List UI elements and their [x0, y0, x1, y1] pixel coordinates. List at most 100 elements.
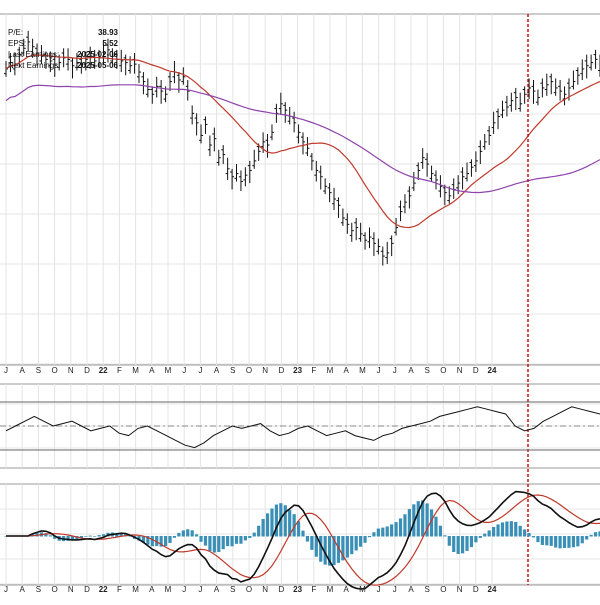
last-earnings-value: 2025-02-06	[77, 50, 118, 59]
macd-histogram-bar	[478, 536, 482, 538]
macd-histogram-bar	[48, 535, 52, 537]
x-tick-label: M	[359, 366, 366, 375]
macd-histogram-bar	[274, 504, 279, 537]
macd-histogram-bar	[598, 531, 600, 537]
moving-average-long-line	[5, 84, 600, 194]
x-axis-labels: JJAASSOONNDD2222FFMMAAMMJJJJAASSOONNDD23…	[4, 366, 497, 594]
moving-average-short-line	[5, 54, 600, 229]
macd-histogram-bar	[270, 508, 274, 537]
x-tick-label: S	[230, 585, 235, 594]
x-tick-label: J	[198, 585, 202, 594]
macd-histogram-bar	[359, 536, 363, 547]
x-tick-label: A	[20, 585, 26, 594]
x-tick-label: M	[132, 585, 139, 594]
x-tick-label: O	[246, 585, 252, 594]
macd-histogram-bar	[310, 536, 314, 550]
x-tick-label: D	[84, 585, 90, 594]
macd-histogram-bar	[159, 536, 163, 547]
x-tick-label: A	[408, 585, 414, 594]
next-earnings-row: Next Earnings: 2025-05-06	[8, 60, 118, 71]
pe-label: P/E:	[8, 28, 24, 37]
macd-histogram-bar	[394, 522, 398, 537]
x-tick-label: M	[165, 366, 172, 375]
macd-histogram-bar	[212, 536, 216, 553]
macd-histogram-bar	[345, 536, 349, 558]
x-tick-label: F	[311, 366, 316, 375]
macd-histogram-bar	[199, 536, 203, 542]
x-tick-label: M	[327, 585, 334, 594]
macd-histogram-bar	[527, 533, 531, 537]
macd-histogram-bar	[172, 536, 177, 538]
macd-histogram-bar	[589, 534, 593, 537]
grid-layer	[0, 13, 600, 586]
macd-histogram-bar	[443, 535, 447, 537]
macd-histogram-bar	[252, 532, 256, 537]
macd-histogram-bar	[314, 536, 318, 557]
macd-histogram-bar	[514, 521, 518, 537]
macd-histogram-bar	[447, 536, 451, 546]
macd-histogram-bar	[243, 536, 247, 541]
x-tick-label: S	[425, 366, 430, 375]
macd-histogram-bar	[292, 514, 296, 537]
macd-histogram-bar	[554, 536, 558, 548]
macd-histogram-bar	[66, 536, 70, 541]
macd-histogram-bar	[549, 536, 553, 546]
macd-histogram-bar	[474, 536, 478, 543]
macd-histogram-bar	[465, 536, 469, 551]
macd-histogram-bar	[119, 532, 123, 537]
macd-histogram-bar	[438, 525, 443, 537]
macd-histogram-bar	[137, 536, 141, 541]
x-tick-label: N	[262, 585, 268, 594]
last-earnings-label: Last Earnings:	[8, 50, 60, 59]
macd-histogram-bar	[141, 536, 146, 543]
macd-histogram-bar	[372, 532, 376, 537]
x-tick-label: S	[36, 585, 41, 594]
macd-histogram-bar	[536, 536, 540, 543]
x-tick-label: S	[425, 585, 430, 594]
x-tick-label: O	[246, 366, 252, 375]
macd-histogram-bar	[469, 536, 474, 548]
macd-histogram-bar	[496, 524, 500, 537]
macd-histogram-bar	[177, 532, 181, 537]
x-tick-label: D	[279, 366, 285, 375]
macd-histogram-bar	[181, 530, 185, 537]
x-tick-label: N	[457, 585, 463, 594]
x-tick-label: F	[117, 366, 122, 375]
x-tick-label: 23	[293, 366, 302, 375]
macd-histogram-bar	[576, 536, 580, 547]
x-tick-label: A	[344, 585, 350, 594]
x-tick-label: F	[311, 585, 316, 594]
macd-histogram-bar	[88, 535, 92, 537]
last-earnings-row: Last Earnings: 2025-02-06	[8, 49, 118, 60]
macd-histogram-bar	[128, 536, 132, 537]
macd-histogram-bar	[146, 536, 150, 545]
x-tick-label: M	[165, 585, 172, 594]
macd-histogram-bar	[226, 536, 230, 547]
oscillator-panel	[0, 401, 600, 451]
macd-histogram-bar	[234, 536, 239, 544]
macd-histogram-bar	[412, 504, 416, 537]
macd-histogram-bar	[305, 536, 310, 542]
macd-histogram-bar	[452, 536, 456, 552]
macd-histogram-bar	[500, 522, 505, 537]
x-tick-label: 22	[99, 366, 108, 375]
macd-panel	[4, 490, 600, 590]
macd-histogram-bar	[509, 521, 513, 537]
x-tick-label: J	[4, 585, 8, 594]
macd-histogram-bar	[416, 501, 420, 537]
x-tick-label: M	[327, 366, 334, 375]
macd-histogram-bar	[101, 534, 106, 537]
macd-histogram-bar	[585, 536, 589, 540]
x-tick-label: S	[36, 366, 41, 375]
x-tick-label: 24	[488, 366, 497, 375]
macd-histogram-bar	[163, 536, 168, 547]
oscillator-line	[5, 406, 600, 449]
macd-histogram-bar	[540, 536, 544, 545]
x-tick-label: M	[132, 366, 139, 375]
macd-histogram-bar	[593, 532, 598, 537]
macd-histogram-bar	[531, 536, 536, 538]
x-tick-label: J	[377, 366, 381, 375]
